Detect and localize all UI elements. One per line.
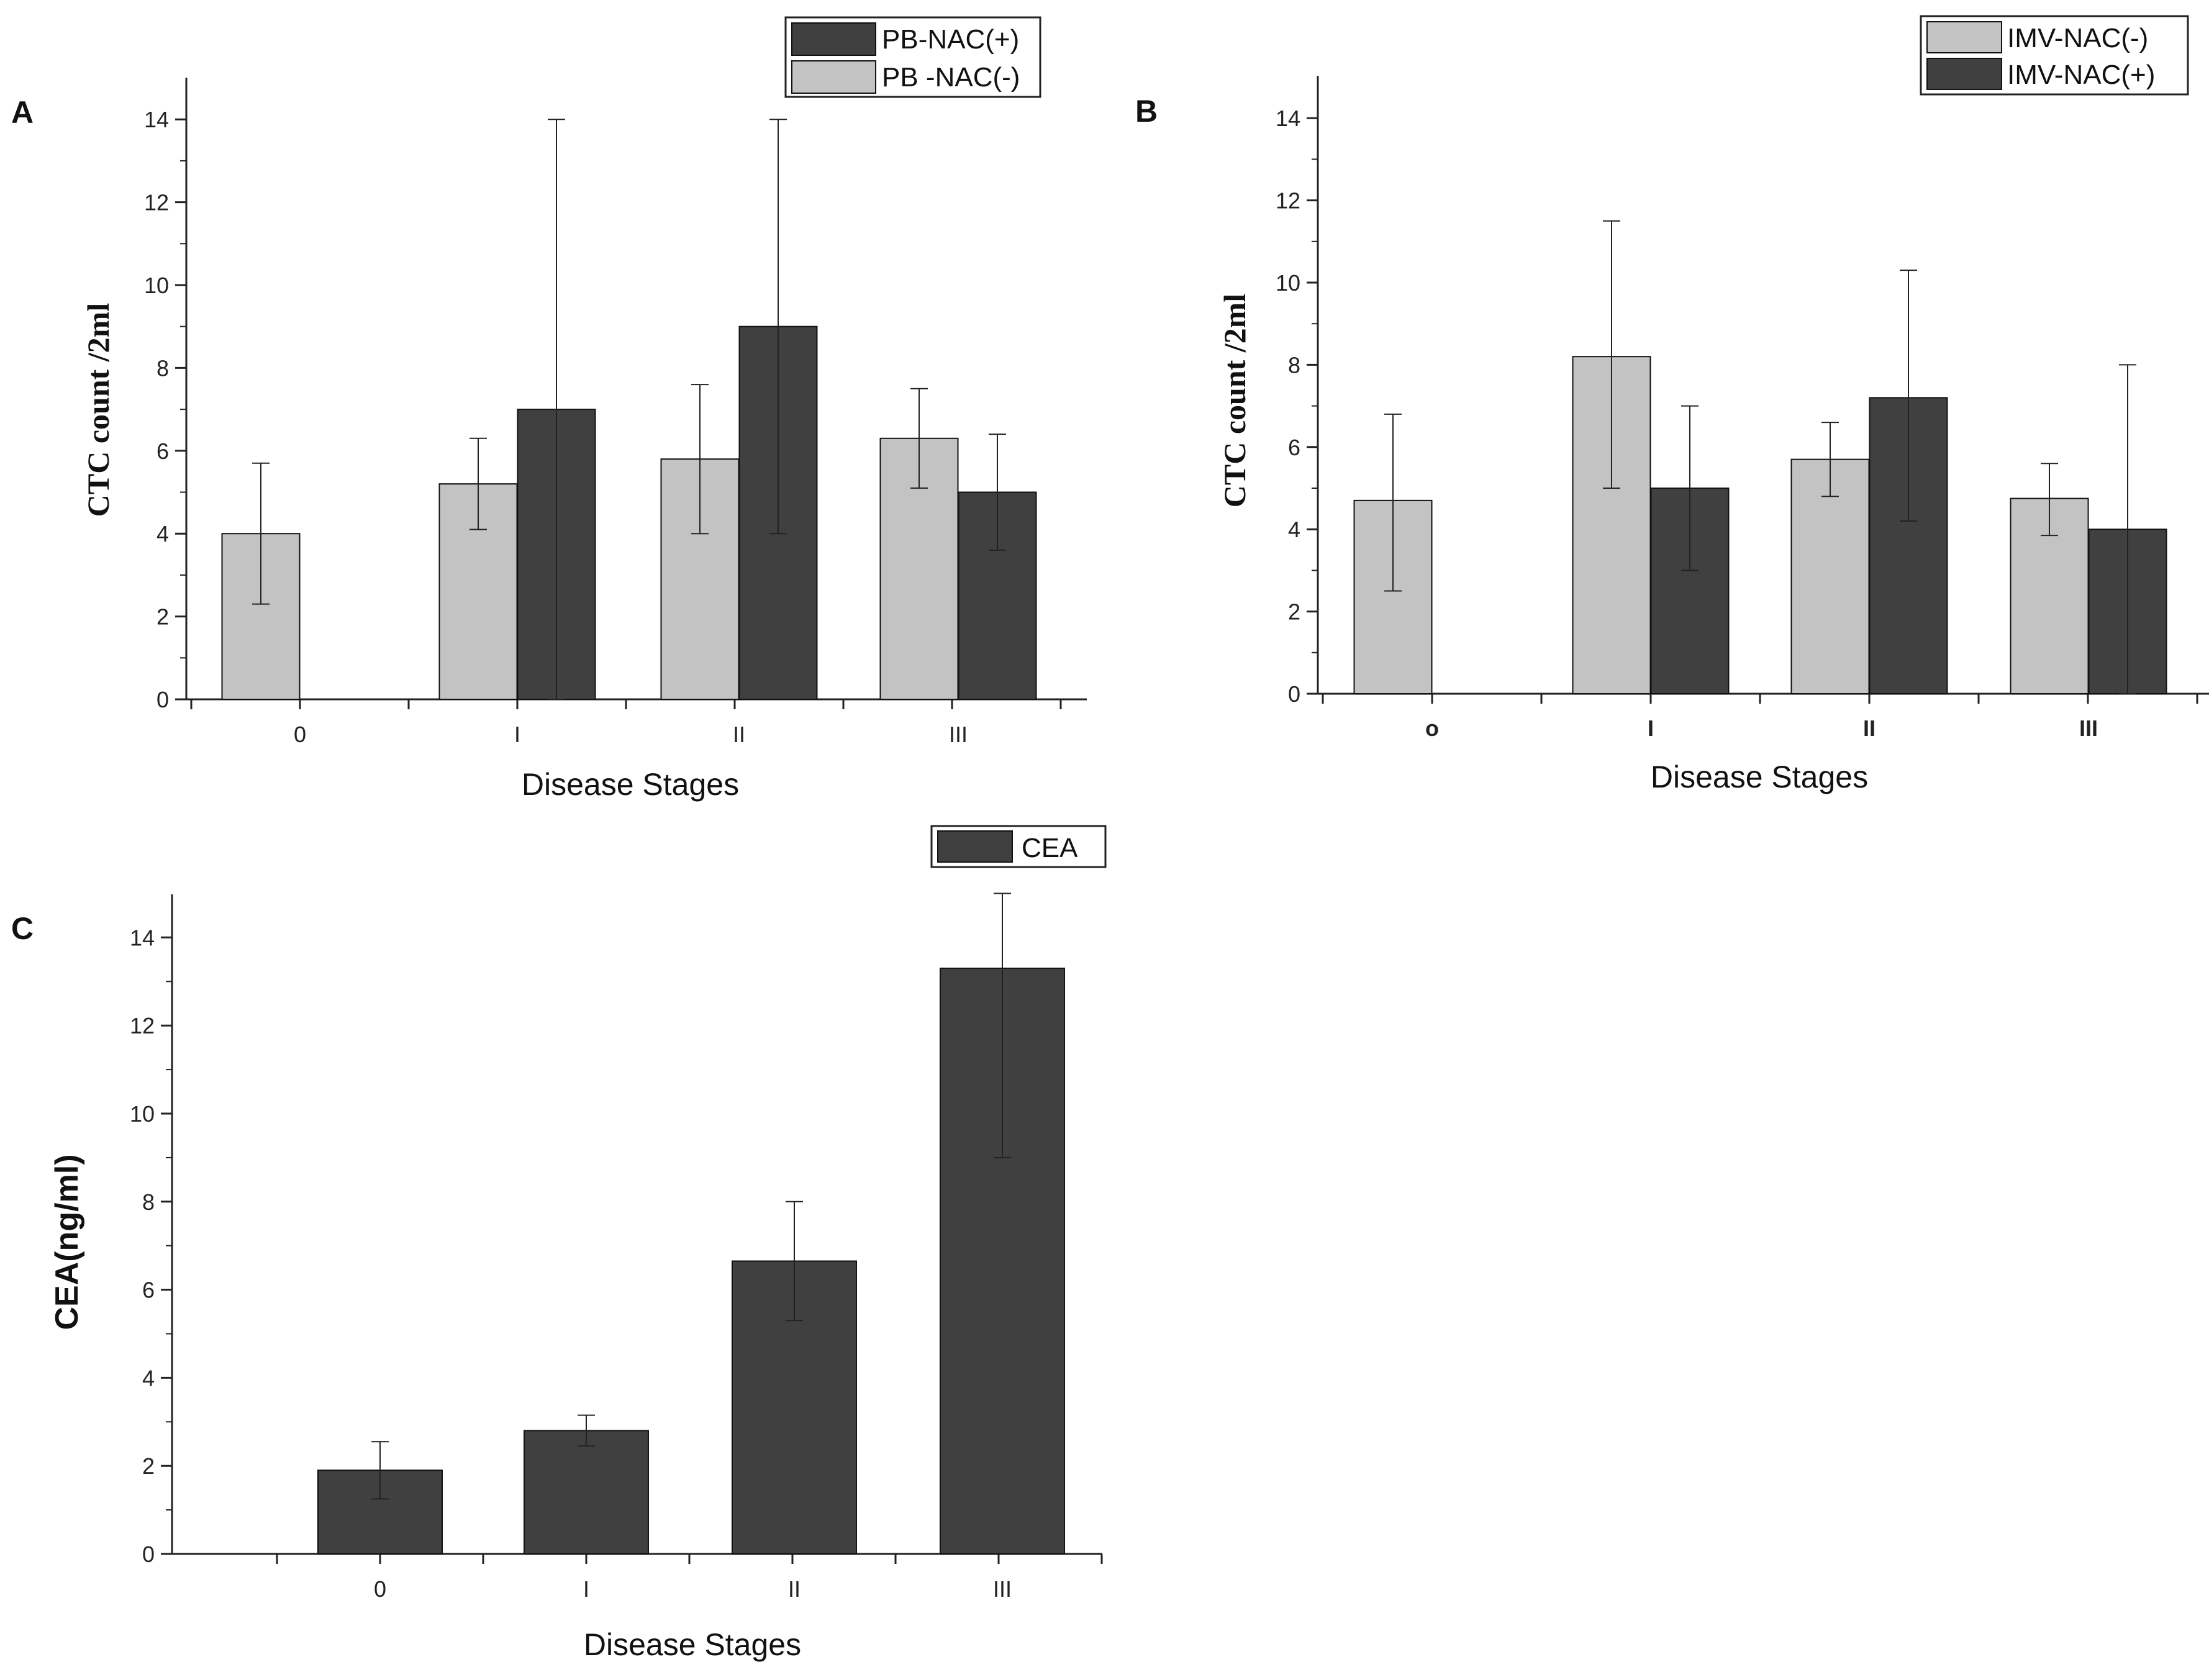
y-tick-label: 6 xyxy=(156,438,169,464)
bar xyxy=(524,1430,649,1555)
x-tick-label: II xyxy=(1863,715,1876,741)
y-tick-label: 14 xyxy=(144,107,169,132)
panel-a-label: A xyxy=(11,95,34,130)
y-tick-label: 2 xyxy=(1288,599,1300,625)
x-tick-label: II xyxy=(788,1576,801,1602)
legend-swatch-pb-nac-neg xyxy=(791,60,876,94)
panel-c-chart: C Disease Stages CEA(ng/ml) CEA 0 2 4 6 8 10 1… xyxy=(11,825,1107,1662)
y-tick-label: 0 xyxy=(1288,681,1300,707)
y-tick-label: 2 xyxy=(156,604,169,630)
y-tick-label: 8 xyxy=(142,1189,155,1215)
y-tick-label: 0 xyxy=(156,687,169,712)
y-tick-label: 4 xyxy=(1288,517,1300,542)
x-tick-label: o xyxy=(1425,715,1439,741)
bar xyxy=(958,491,1037,700)
y-tick-label: 12 xyxy=(144,190,169,216)
x-tick-label: I xyxy=(1648,715,1654,741)
y-tick-label: 10 xyxy=(130,1101,155,1127)
panel-b-label: B xyxy=(1135,94,1158,129)
y-tick-label: 0 xyxy=(142,1542,155,1567)
y-tick-label: 2 xyxy=(142,1453,155,1479)
panel-b-legend: IMV-NAC(-) IMV-NAC(+) xyxy=(1920,15,2189,96)
legend-label-imv-nac-pos: IMV-NAC(+) xyxy=(2007,60,2155,90)
y-tick-label: 14 xyxy=(130,925,155,950)
legend-swatch-imv-nac-pos xyxy=(1926,58,2002,90)
panel-a-chart: A Disease Stages CTC count /2ml PB-NAC(+… xyxy=(11,16,1087,802)
y-tick-label: 12 xyxy=(1276,188,1300,214)
y-tick-label: 6 xyxy=(142,1278,155,1303)
panel-a-legend: PB-NAC(+) PB -NAC(-) xyxy=(784,16,1041,98)
panel-c-x-axis-label: Disease Stages xyxy=(584,1627,801,1662)
x-tick-label: 0 xyxy=(294,722,306,747)
panel-c-y-axis-label: CEA(ng/ml) xyxy=(49,1154,85,1330)
panel-b-x-axis-label: Disease Stages xyxy=(1651,760,1868,794)
legend-label-pb-nac-neg: PB -NAC(-) xyxy=(882,62,1020,93)
legend-swatch-imv-nac-neg xyxy=(1926,21,2002,53)
panel-c-label: C xyxy=(11,911,34,946)
panel-b-y-axis-label: CTC count /2ml xyxy=(1217,294,1252,508)
y-tick-label: 6 xyxy=(1288,435,1300,460)
x-tick-label: I xyxy=(514,722,520,747)
y-tick-label: 10 xyxy=(1276,270,1300,296)
x-tick-label: 0 xyxy=(374,1576,386,1602)
panel-a-x-axis-label: Disease Stages xyxy=(522,767,739,802)
y-tick-label: 4 xyxy=(142,1365,155,1391)
legend-label-imv-nac-neg: IMV-NAC(-) xyxy=(2007,23,2148,53)
panel-a-y-axis-label: CTC count /2ml xyxy=(81,303,116,517)
x-tick-label: III xyxy=(993,1576,1012,1602)
y-tick-label: 12 xyxy=(130,1013,155,1038)
x-tick-label: III xyxy=(949,722,968,747)
legend-swatch-cea xyxy=(937,830,1013,863)
legend-swatch-pb-nac-pos xyxy=(791,22,876,56)
x-tick-label: II xyxy=(733,722,745,747)
x-tick-label: I xyxy=(583,1576,589,1602)
panel-b-chart: B Disease Stages CTC count /2ml IMV-NAC(… xyxy=(1135,15,2209,794)
y-tick-label: 10 xyxy=(144,273,169,298)
bar xyxy=(1869,397,1948,694)
y-tick-label: 4 xyxy=(156,521,169,547)
y-tick-label: 8 xyxy=(1288,352,1300,378)
y-tick-label: 8 xyxy=(156,355,169,381)
legend-label-cea: CEA xyxy=(1022,833,1078,863)
legend-label-pb-nac-pos: PB-NAC(+) xyxy=(882,24,1019,55)
y-tick-label: 14 xyxy=(1276,106,1300,131)
x-tick-label: III xyxy=(2079,715,2098,741)
panel-c-legend: CEA xyxy=(930,825,1107,868)
